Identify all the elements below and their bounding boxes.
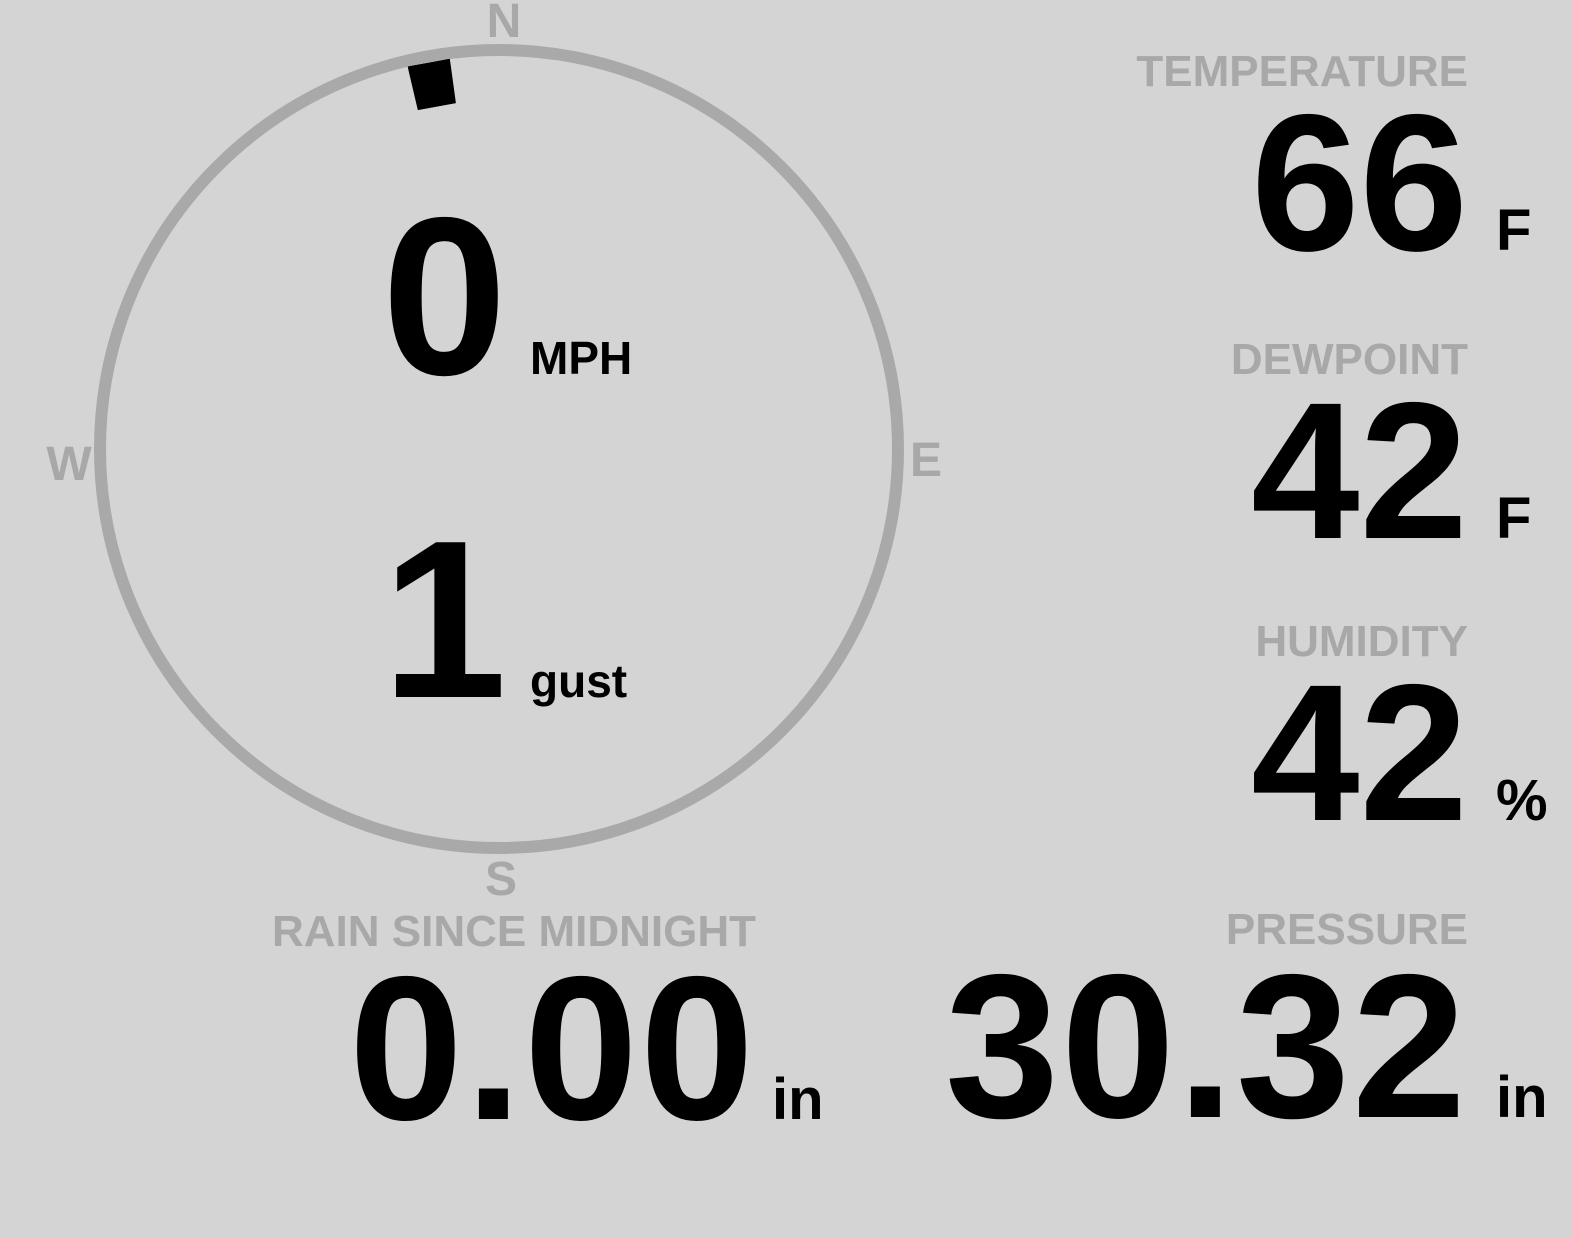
humidity-reading: 42 % <box>1251 656 1558 851</box>
rain-label: RAIN SINCE MIDNIGHT <box>272 907 756 956</box>
humidity-value: 42 <box>1251 644 1468 862</box>
pressure-label: PRESSURE <box>1225 905 1468 954</box>
temperature-value: 66 <box>1251 74 1468 292</box>
wind-speed-unit: MPH <box>530 332 633 384</box>
humidity-block: HUMIDITY 42 % <box>1251 620 1558 851</box>
pressure-value: 30.32 <box>944 932 1468 1161</box>
compass-label-north: N <box>486 0 522 48</box>
humidity-label: HUMIDITY <box>1255 617 1468 666</box>
compass-label-west: W <box>46 438 92 491</box>
wind-direction-rotator <box>41 0 959 909</box>
rain-unit: in <box>772 1067 824 1132</box>
temperature-unit: F <box>1496 198 1532 263</box>
wind-gust-reading: 1 gust <box>381 493 628 745</box>
rain-value: 0.00 <box>349 934 756 1163</box>
dewpoint-block: DEWPOINT 42 F <box>1231 338 1558 569</box>
pressure-block: PRESSURE 30.32 in <box>945 905 1558 1150</box>
dewpoint-label: DEWPOINT <box>1230 335 1468 384</box>
temperature-label: TEMPERATURE <box>1136 47 1468 96</box>
humidity-unit: % <box>1496 768 1548 833</box>
compass-label-south: S <box>484 853 518 906</box>
pressure-unit: in <box>1496 1065 1548 1130</box>
wind-gust-value: 1 <box>381 493 507 745</box>
pressure-reading: 30.32 in <box>945 944 1558 1149</box>
dewpoint-value: 42 <box>1251 362 1468 580</box>
wind-speed-value: 0 <box>381 170 507 422</box>
compass-label-east: E <box>909 434 943 487</box>
dewpoint-unit: F <box>1496 486 1532 551</box>
rain-block: RAIN SINCE MIDNIGHT 0.00 in <box>272 907 824 1163</box>
wind-direction-marker-icon <box>408 59 458 111</box>
rain-reading: 0.00 in <box>272 934 824 1163</box>
temperature-block: TEMPERATURE 66 F <box>1136 50 1558 281</box>
wind-speed-reading: 0 MPH <box>381 170 633 422</box>
wind-gust-unit: gust <box>530 655 628 707</box>
dewpoint-reading: 42 F <box>1231 374 1558 569</box>
temperature-reading: 66 F <box>1136 86 1558 281</box>
